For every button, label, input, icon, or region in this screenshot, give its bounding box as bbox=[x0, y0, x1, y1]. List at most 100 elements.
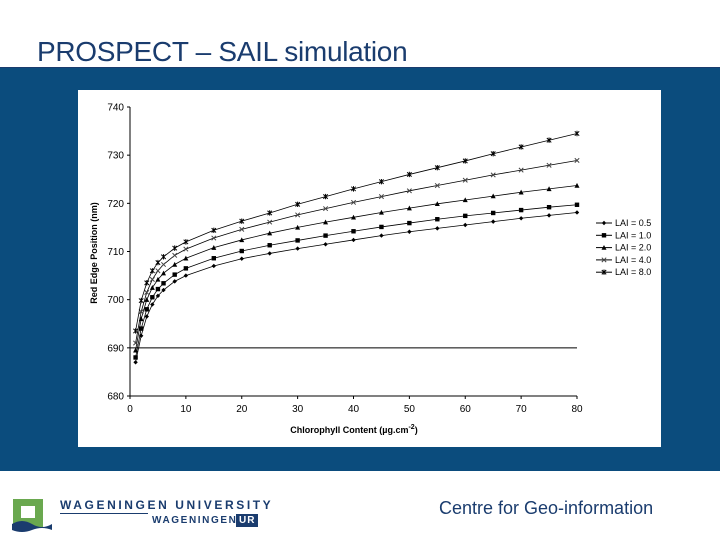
data-point bbox=[239, 248, 244, 254]
legend: LAI = 0.5 LAI = 1.0 LAI = 2.0 LAI = 4.0 LAI … bbox=[596, 218, 651, 277]
series-line bbox=[135, 160, 578, 344]
data-point bbox=[351, 237, 356, 243]
data-point bbox=[546, 186, 552, 192]
series-1 bbox=[133, 210, 580, 365]
data-point bbox=[161, 270, 167, 276]
data-point bbox=[574, 210, 580, 215]
legend-label: LAI = 0.5 bbox=[615, 218, 651, 228]
data-point bbox=[144, 289, 150, 295]
data-point bbox=[160, 254, 167, 260]
data-point bbox=[406, 171, 412, 178]
series-4 bbox=[133, 157, 580, 346]
legend-item: LAI = 0.5 bbox=[596, 218, 651, 228]
legend-label: LAI = 2.0 bbox=[615, 243, 651, 253]
legend-label: LAI = 4.0 bbox=[615, 255, 651, 265]
data-point bbox=[172, 261, 178, 267]
legend-marker bbox=[601, 269, 607, 275]
data-point bbox=[149, 276, 155, 282]
x-tick-label: 30 bbox=[292, 404, 304, 415]
data-point bbox=[150, 302, 155, 307]
x-tick-label: 40 bbox=[348, 404, 360, 415]
data-point bbox=[378, 178, 384, 185]
data-point bbox=[518, 207, 524, 213]
y-tick-label: 720 bbox=[107, 199, 124, 210]
data-point bbox=[138, 297, 144, 304]
data-point bbox=[407, 229, 412, 234]
data-point bbox=[133, 360, 138, 365]
data-point bbox=[323, 242, 328, 247]
data-point bbox=[434, 164, 440, 171]
legend-marker bbox=[601, 220, 607, 226]
data-point bbox=[144, 280, 150, 286]
data-point bbox=[267, 219, 273, 225]
x-tick-label: 20 bbox=[236, 404, 248, 415]
x-tick-label: 50 bbox=[404, 404, 416, 415]
data-point bbox=[267, 210, 273, 216]
data-point bbox=[462, 158, 468, 164]
logo-university-text: WAGENINGEN UNIVERSITY bbox=[60, 498, 274, 512]
data-point bbox=[574, 182, 580, 188]
data-point bbox=[161, 287, 166, 293]
data-point bbox=[267, 243, 272, 248]
data-point bbox=[462, 197, 468, 203]
y-tick-label: 700 bbox=[107, 295, 124, 306]
data-point bbox=[323, 233, 328, 238]
data-point bbox=[378, 194, 384, 200]
data-point bbox=[295, 201, 301, 207]
data-point bbox=[518, 144, 524, 150]
data-point bbox=[378, 209, 384, 215]
data-point bbox=[211, 235, 217, 241]
data-point bbox=[155, 276, 161, 282]
data-point bbox=[546, 213, 552, 218]
y-axis-title: Red Edge Position (nm) bbox=[89, 202, 99, 304]
data-point bbox=[379, 233, 384, 238]
data-point bbox=[211, 245, 217, 250]
data-point bbox=[351, 229, 356, 234]
data-point bbox=[267, 230, 273, 236]
y-tick-label: 730 bbox=[107, 151, 124, 162]
y-tick-label: 680 bbox=[107, 392, 124, 403]
data-point bbox=[295, 238, 300, 243]
data-point bbox=[351, 214, 356, 220]
logo-divider bbox=[60, 513, 148, 514]
data-point bbox=[435, 226, 440, 231]
data-point bbox=[323, 219, 329, 225]
red-edge-chart: 680 690 700 710 720 730 740 0 10 20 30 40 50 60 70 80 L… bbox=[89, 103, 651, 436]
data-point bbox=[239, 237, 245, 243]
data-point bbox=[138, 326, 144, 331]
data-point bbox=[518, 167, 524, 173]
series-5 bbox=[133, 130, 580, 334]
footer: WAGENINGEN UNIVERSITY WAGENINGEN UR Cent… bbox=[0, 471, 720, 540]
data-point bbox=[574, 130, 580, 137]
legend-marker bbox=[601, 233, 607, 238]
wageningen-logo: WAGENINGEN UNIVERSITY WAGENINGEN UR bbox=[12, 496, 272, 536]
data-point bbox=[211, 263, 217, 269]
series-line bbox=[135, 133, 578, 332]
data-point bbox=[144, 307, 149, 312]
data-point bbox=[490, 210, 496, 216]
data-point bbox=[323, 193, 329, 200]
data-point bbox=[518, 189, 524, 195]
data-point bbox=[211, 227, 217, 234]
x-tick-label: 80 bbox=[571, 404, 583, 415]
data-point bbox=[172, 252, 178, 258]
legend-marker bbox=[601, 257, 607, 263]
logo-brand-text: WAGENINGEN bbox=[152, 515, 238, 526]
data-point bbox=[183, 255, 189, 261]
data-point bbox=[133, 340, 139, 346]
data-point bbox=[574, 157, 580, 164]
data-point bbox=[350, 186, 357, 192]
legend-item: LAI = 8.0 bbox=[596, 267, 651, 277]
data-point bbox=[183, 266, 189, 271]
data-point bbox=[462, 177, 468, 183]
series-line bbox=[135, 185, 578, 351]
x-tick-label: 10 bbox=[180, 404, 192, 415]
data-point bbox=[150, 295, 155, 300]
x-axis-title: Chlorophyll Content (µg.cm-2) bbox=[290, 424, 417, 435]
data-point bbox=[149, 285, 155, 290]
data-point bbox=[239, 218, 245, 224]
slide-header: PROSPECT – SAIL simulation bbox=[0, 0, 720, 68]
chart-area: 680 690 700 710 720 730 740 0 10 20 30 40 50 60 70 80 L… bbox=[78, 90, 661, 447]
data-point bbox=[406, 205, 412, 211]
wageningen-emblem-icon bbox=[12, 499, 52, 532]
